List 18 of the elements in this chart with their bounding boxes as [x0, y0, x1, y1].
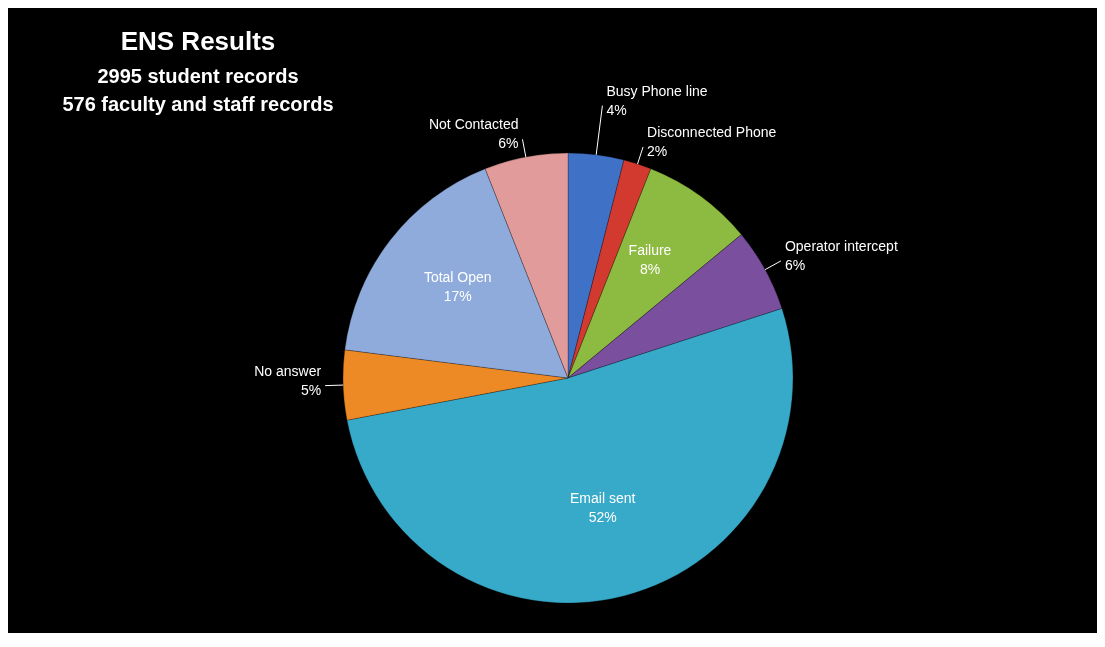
slice-label: Total Open: [423, 269, 492, 286]
slice-label: Email sent: [570, 490, 636, 507]
data-label: 5%: [300, 381, 322, 398]
slice-label: Operator intercept: [784, 237, 898, 254]
slice-label: Not Contacted: [428, 116, 519, 133]
chart-subtitle: 2995 student records 576 faculty and staff records: [62, 65, 334, 115]
data-label: 8%: [639, 261, 661, 278]
slice-label: Disconnected Phone: [647, 123, 777, 140]
data-label: 6%: [784, 256, 806, 273]
chart-title: ENS Results: [120, 26, 276, 56]
data-label: 52%: [588, 509, 617, 526]
slice-label: Failure: [628, 242, 672, 259]
data-label: 17%: [443, 288, 472, 305]
data-label: 2%: [647, 142, 668, 159]
slice-label: Busy Phone line: [606, 82, 708, 99]
slice-label: No answer: [254, 362, 322, 379]
data-label: 6%: [498, 135, 519, 152]
data-label: 4%: [606, 101, 627, 118]
